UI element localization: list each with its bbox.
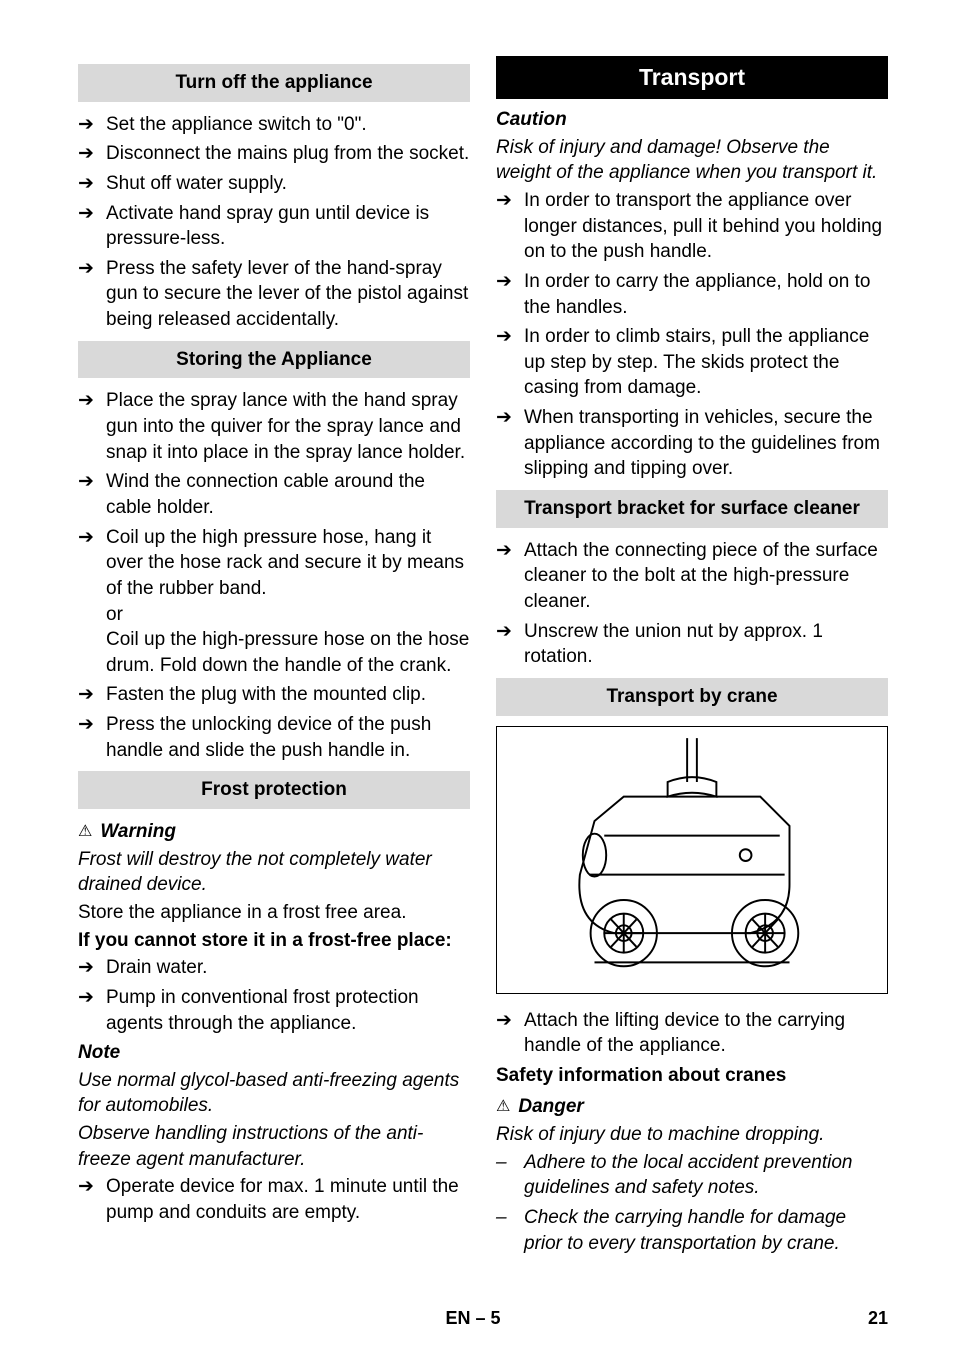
note-label: Note <box>78 1040 470 1066</box>
list-operate: Operate device for max. 1 minute until t… <box>78 1174 470 1225</box>
note-text-1: Use normal glycol-based anti-freezing ag… <box>78 1068 470 1119</box>
list-item: Set the appliance switch to "0". <box>78 112 470 138</box>
danger-line: ⚠ Danger <box>496 1094 888 1120</box>
warning-icon: ⚠ <box>496 1096 510 1118</box>
list-item: Unscrew the union nut by approx. 1 rotat… <box>496 619 888 670</box>
right-column: Transport Caution Risk of injury and dam… <box>496 56 888 1260</box>
list-item: Disconnect the mains plug from the socke… <box>78 141 470 167</box>
or-text: or <box>106 602 470 628</box>
list-turn-off: Set the appliance switch to "0". Disconn… <box>78 112 470 333</box>
note-text-2: Observe handling instructions of the ant… <box>78 1121 470 1172</box>
list-frost: Drain water. Pump in conventional frost … <box>78 955 470 1036</box>
left-column: Turn off the appliance Set the appliance… <box>78 56 470 1260</box>
heading-frost: Frost protection <box>78 771 470 809</box>
list-item: Drain water. <box>78 955 470 981</box>
list-item: Place the spray lance with the hand spra… <box>78 388 470 465</box>
footer-center: EN – 5 <box>445 1306 500 1330</box>
caution-text: Risk of injury and damage! Observe the w… <box>496 135 888 186</box>
list-item: Check the carrying handle for damage pri… <box>496 1205 888 1256</box>
safety-heading: Safety information about cranes <box>496 1063 888 1089</box>
list-item: Press the safety lever of the hand-spray… <box>78 256 470 333</box>
alt-text: Coil up the high-pressure hose on the ho… <box>106 627 470 678</box>
heading-transport: Transport <box>496 56 888 99</box>
store-text: Store the appliance in a frost free area… <box>78 900 470 926</box>
heading-turn-off: Turn off the appliance <box>78 64 470 102</box>
list-item: Attach the connecting piece of the surfa… <box>496 538 888 615</box>
footer: EN – 5 21 <box>0 1306 954 1330</box>
danger-text: Risk of injury due to machine dropping. <box>496 1122 888 1148</box>
warning-icon: ⚠ <box>78 821 92 843</box>
heading-crane: Transport by crane <box>496 678 888 716</box>
list-item: In order to transport the appliance over… <box>496 188 888 265</box>
list-item: In order to climb stairs, pull the appli… <box>496 324 888 401</box>
list-item: Press the unlocking device of the push h… <box>78 712 470 763</box>
list-item: Adhere to the local accident prevention … <box>496 1150 888 1201</box>
warning-label: Warning <box>100 819 176 845</box>
danger-label: Danger <box>518 1094 583 1120</box>
list-item: Coil up the high pressure hose, hang it … <box>78 525 470 679</box>
list-item: Fasten the plug with the mounted clip. <box>78 682 470 708</box>
list-item: Operate device for max. 1 minute until t… <box>78 1174 470 1225</box>
caution-label: Caution <box>496 107 888 133</box>
list-item: Attach the lifting device to the carryin… <box>496 1008 888 1059</box>
list-item: In order to carry the appliance, hold on… <box>496 269 888 320</box>
list-item: Pump in conventional frost protection ag… <box>78 985 470 1036</box>
list-item: Shut off water supply. <box>78 171 470 197</box>
list-bracket: Attach the connecting piece of the surfa… <box>496 538 888 670</box>
list-crane-attach: Attach the lifting device to the carryin… <box>496 1008 888 1059</box>
heading-bracket: Transport bracket for surface cleaner <box>496 490 888 528</box>
appliance-illustration <box>497 727 887 993</box>
footer-right: 21 <box>868 1306 888 1330</box>
heading-storing: Storing the Appliance <box>78 341 470 379</box>
warning-text: Frost will destroy the not completely wa… <box>78 847 470 898</box>
frost-heading: If you cannot store it in a frost-free p… <box>78 928 470 954</box>
list-danger: Adhere to the local accident prevention … <box>496 1150 888 1257</box>
list-item: Wind the connection cable around the cab… <box>78 469 470 520</box>
crane-figure <box>496 726 888 994</box>
warning-line: ⚠ Warning <box>78 819 470 845</box>
list-storing: Place the spray lance with the hand spra… <box>78 388 470 763</box>
list-item: When transporting in vehicles, secure th… <box>496 405 888 482</box>
list-transport: In order to transport the appliance over… <box>496 188 888 482</box>
list-item: Activate hand spray gun until device is … <box>78 201 470 252</box>
list-item-text: Coil up the high pressure hose, hang it … <box>106 527 464 599</box>
